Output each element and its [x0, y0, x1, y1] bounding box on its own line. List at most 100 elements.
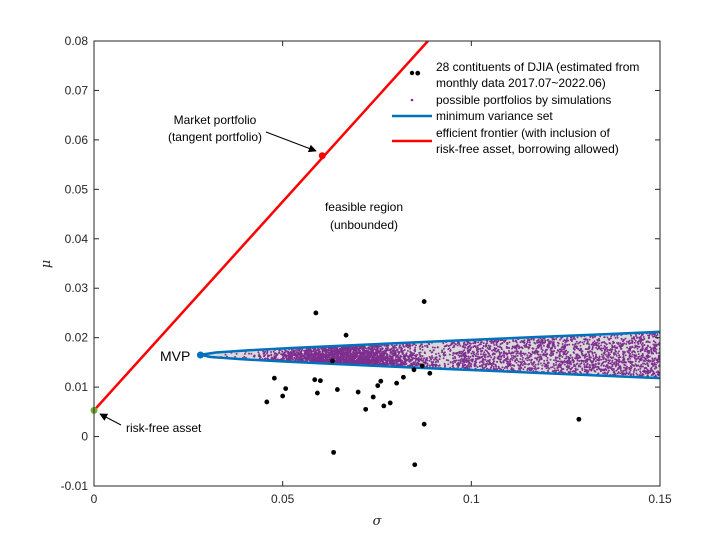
simulated-portfolio-point: [346, 359, 349, 362]
simulated-portfolio-point: [500, 351, 502, 354]
simulated-portfolio-point: [629, 362, 632, 365]
simulated-portfolio-point: [631, 346, 634, 348]
simulated-portfolio-point: [653, 346, 656, 349]
simulated-portfolio-point: [556, 356, 559, 359]
simulated-portfolio-point: [451, 365, 454, 368]
simulated-portfolio-point: [374, 348, 377, 351]
simulated-portfolio-point: [535, 347, 538, 350]
simulated-portfolio-point: [363, 349, 366, 352]
simulated-portfolio-point: [600, 368, 603, 371]
simulated-portfolio-point: [533, 361, 536, 363]
simulated-portfolio-point: [550, 366, 552, 369]
simulated-portfolio-point: [377, 350, 379, 353]
simulated-portfolio-point: [336, 357, 338, 360]
simulated-portfolio-point: [526, 359, 529, 362]
stock-point: [427, 370, 433, 376]
simulated-portfolio-point: [541, 367, 544, 370]
simulated-portfolio-point: [622, 355, 625, 358]
simulated-portfolio-point: [437, 360, 440, 363]
simulated-portfolio-point: [365, 347, 367, 350]
simulated-portfolio-point: [562, 348, 565, 351]
simulated-portfolio-point: [474, 357, 477, 360]
simulated-portfolio-point: [521, 356, 524, 359]
simulated-portfolio-point: [307, 355, 310, 357]
simulated-portfolio-point: [549, 358, 552, 361]
simulated-portfolio-point: [476, 366, 479, 368]
simulated-portfolio-point: [645, 359, 648, 362]
simulated-portfolio-point: [469, 355, 472, 358]
simulated-portfolio-point: [379, 348, 382, 350]
simulated-portfolio-point: [397, 353, 400, 356]
simulated-portfolio-point: [646, 364, 649, 367]
simulated-portfolio-point: [482, 353, 485, 356]
simulated-portfolio-point: [328, 351, 331, 354]
simulated-portfolio-point: [457, 366, 460, 369]
simulated-portfolio-point: [396, 359, 399, 362]
simulated-portfolio-point: [571, 356, 574, 359]
simulated-portfolio-point: [467, 341, 470, 343]
simulated-portfolio-point: [648, 350, 651, 352]
simulated-portfolio-point: [606, 366, 609, 369]
simulated-portfolio-point: [315, 353, 318, 356]
simulated-portfolio-point: [656, 343, 658, 346]
simulated-portfolio-point: [382, 356, 385, 359]
simulated-portfolio-point: [596, 365, 599, 368]
simulated-portfolio-point: [464, 352, 467, 355]
simulated-portfolio-point: [606, 363, 608, 366]
simulated-portfolio-point: [655, 352, 658, 355]
simulated-portfolio-point: [414, 360, 417, 363]
simulated-portfolio-point: [443, 354, 446, 357]
simulated-portfolio-point: [520, 362, 523, 365]
simulated-portfolio-point: [646, 362, 649, 365]
simulated-portfolio-point: [417, 357, 420, 359]
simulated-portfolio-point: [620, 337, 623, 340]
simulated-portfolio-point: [585, 369, 588, 372]
simulated-portfolio-point: [358, 352, 361, 355]
simulated-portfolio-point: [477, 350, 480, 353]
stock-point: [318, 378, 323, 384]
simulated-portfolio-point: [622, 351, 625, 354]
simulated-portfolio-point: [617, 352, 620, 355]
stock-point: [331, 449, 337, 455]
simulated-portfolio-point: [293, 350, 296, 353]
simulated-portfolio-point: [285, 356, 288, 359]
simulated-portfolio-point: [515, 341, 518, 344]
simulated-portfolio-point: [554, 359, 557, 362]
simulated-portfolio-point: [443, 351, 446, 354]
feasible-region-label-line1: feasible region: [325, 200, 403, 214]
simulated-portfolio-point: [391, 344, 393, 347]
simulated-portfolio-point: [451, 360, 454, 363]
simulated-portfolio-point: [474, 364, 477, 367]
simulated-portfolio-point: [601, 362, 604, 364]
stock-point: [401, 374, 406, 380]
simulated-portfolio-point: [503, 351, 506, 354]
simulated-portfolio-point: [492, 360, 495, 363]
simulated-portfolio-point: [643, 344, 646, 347]
simulated-portfolio-point: [589, 366, 592, 369]
simulated-portfolio-point: [408, 360, 411, 363]
simulated-portfolio-point: [558, 351, 561, 354]
simulated-portfolio-point: [542, 352, 545, 355]
simulated-portfolio-point: [415, 364, 418, 367]
simulated-portfolio-point: [528, 358, 531, 361]
simulated-portfolio-point: [459, 355, 462, 357]
simulated-portfolio-point: [291, 355, 294, 358]
simulated-portfolio-point: [413, 349, 416, 352]
simulated-portfolio-point: [326, 356, 328, 358]
simulated-portfolio-point: [639, 340, 642, 343]
simulated-portfolio-point: [650, 351, 653, 354]
simulated-portfolio-point: [373, 346, 376, 349]
simulated-portfolio-point: [634, 339, 637, 342]
simulated-portfolio-point: [421, 355, 424, 358]
simulated-portfolio-point: [631, 340, 634, 343]
simulated-portfolio-point: [486, 342, 489, 345]
simulated-portfolio-point: [520, 367, 523, 370]
simulated-portfolio-point: [653, 332, 656, 335]
simulated-portfolio-point: [339, 349, 342, 352]
simulated-portfolio-point: [568, 343, 571, 346]
simulated-portfolio-point: [431, 356, 434, 359]
simulated-portfolio-point: [419, 355, 422, 358]
simulated-portfolio-point: [462, 345, 465, 348]
simulated-portfolio-point: [468, 357, 471, 360]
simulated-portfolio-point: [368, 359, 371, 362]
